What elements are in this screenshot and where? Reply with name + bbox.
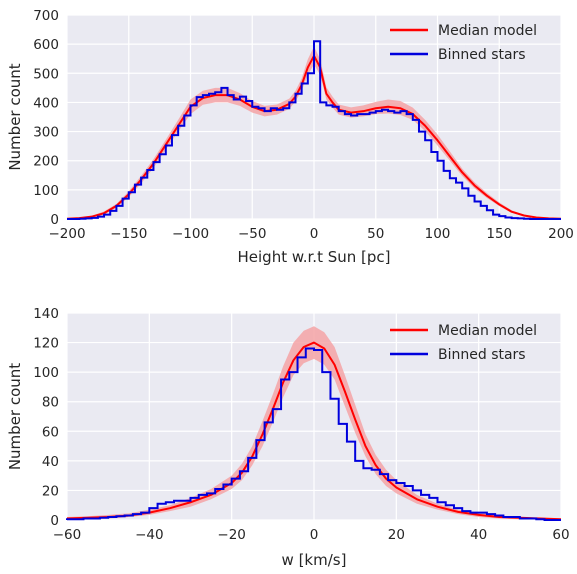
- y-tick-label: 60: [42, 424, 59, 440]
- x-tick-label: −50: [238, 226, 267, 242]
- y-tick-label: 600: [33, 37, 59, 53]
- x-tick-label: 0: [310, 527, 319, 543]
- y-tick-label: 20: [42, 483, 59, 499]
- x-tick-label: 200: [548, 226, 574, 242]
- bottom-gridlines: [66, 312, 562, 521]
- top-legend: Median model Binned stars: [390, 23, 537, 63]
- y-tick-label: 0: [50, 513, 59, 529]
- y-tick-label: 120: [33, 336, 59, 352]
- y-tick-label: 300: [33, 125, 59, 141]
- y-tick-label: 140: [33, 306, 59, 322]
- x-tick-label: −60: [53, 527, 82, 543]
- x-tick-label: −200: [48, 226, 85, 242]
- top-x-axis-label: Height w.r.t Sun [pc]: [238, 248, 391, 266]
- x-tick-label: 60: [552, 527, 569, 543]
- bottom-legend-model-label: Median model: [438, 323, 537, 339]
- y-tick-label: 500: [33, 66, 59, 82]
- x-tick-label: −20: [217, 527, 246, 543]
- bottom-legend: Median model Binned stars: [390, 323, 537, 363]
- bottom-legend-stars-label: Binned stars: [438, 347, 526, 363]
- top-y-axis-label: Number count: [6, 63, 24, 170]
- bottom-plot-marks: [66, 326, 562, 521]
- y-tick-label: 200: [33, 154, 59, 170]
- top-legend-stars-label: Binned stars: [438, 47, 526, 63]
- y-tick-label: 400: [33, 95, 59, 111]
- bottom-panel: −60 −40 −20 0 20 40 60 0 20 40 60 80 100 120 140 w [km…: [6, 306, 570, 569]
- bottom-tick-labels: −60 −40 −20 0 20 40 60 0 20 40 60 80 100 120 140: [33, 306, 569, 543]
- y-tick-label: 100: [33, 365, 59, 381]
- bottom-x-axis-label: w [km/s]: [282, 551, 347, 569]
- binned-stars-histogram: [67, 40, 561, 220]
- x-tick-label: 150: [486, 226, 512, 242]
- top-plot-marks: [66, 40, 562, 220]
- y-tick-label: 40: [42, 454, 59, 470]
- y-tick-label: 700: [33, 8, 59, 24]
- x-tick-label: −100: [172, 226, 209, 242]
- x-tick-label: 50: [367, 226, 384, 242]
- x-tick-label: 0: [310, 226, 319, 242]
- x-tick-label: 100: [425, 226, 451, 242]
- median-model-line: [66, 341, 562, 521]
- bottom-y-axis-label: Number count: [6, 363, 24, 470]
- top-panel: −200 −150 −100 −50 0 50 100 150 200 0 100 200 300 400…: [6, 8, 574, 266]
- x-tick-label: 40: [470, 527, 487, 543]
- x-tick-label: −40: [135, 527, 164, 543]
- top-legend-model-label: Median model: [438, 23, 537, 39]
- top-tick-labels: −200 −150 −100 −50 0 50 100 150 200 0 100 200 300 400…: [33, 8, 574, 242]
- y-tick-label: 0: [50, 212, 59, 228]
- binned-stars-histogram: [66, 347, 561, 521]
- x-tick-label: 20: [388, 527, 405, 543]
- x-tick-label: −150: [110, 226, 147, 242]
- y-tick-label: 100: [33, 183, 59, 199]
- y-tick-label: 80: [42, 395, 59, 411]
